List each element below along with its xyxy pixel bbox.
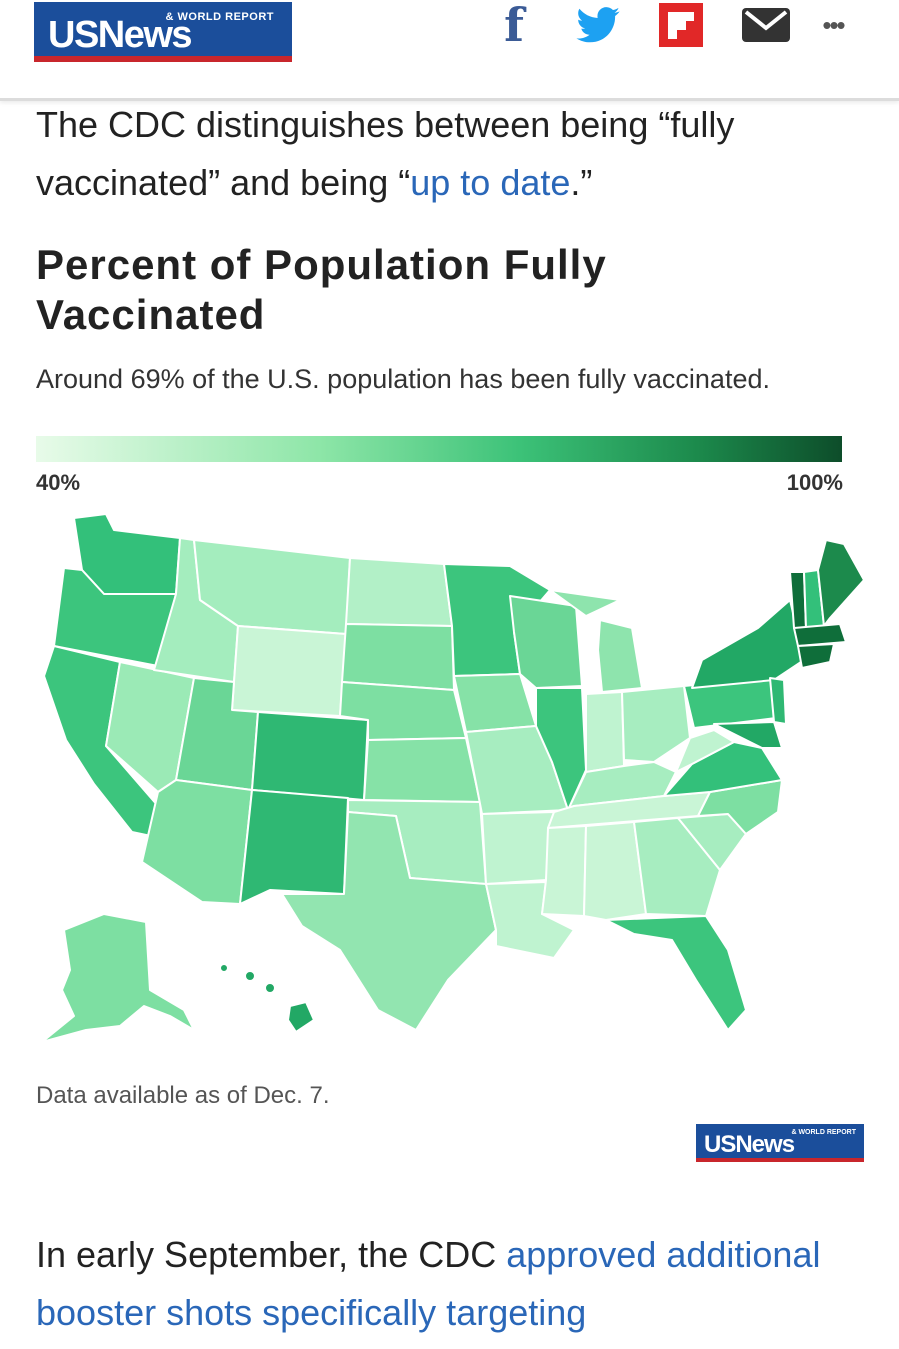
state-new-york[interactable] (691, 599, 805, 689)
us-vaccination-map (41, 513, 865, 1043)
outro-paragraph: In early September, the CDC approved add… (36, 1226, 876, 1342)
flipboard-icon[interactable] (659, 0, 703, 50)
intro-paragraph: The CDC distinguishes between being “ful… (36, 96, 866, 212)
intro-text-end: .” (570, 162, 593, 203)
chart-subtitle: Around 69% of the U.S. population has be… (36, 364, 770, 394)
state-arizona[interactable] (141, 779, 253, 905)
facebook-icon[interactable]: f (504, 0, 524, 52)
booster-shots-link[interactable]: approved additional booster shots specif… (36, 1234, 821, 1333)
color-legend-bar (36, 436, 842, 462)
state-new-jersey[interactable] (769, 677, 787, 725)
state-alabama[interactable] (583, 821, 647, 921)
state-alaska[interactable] (41, 913, 195, 1043)
state-iowa[interactable] (453, 673, 537, 733)
state-west-virginia[interactable] (675, 729, 735, 773)
logo-subtitle: & WORLD REPORT (165, 11, 274, 23)
state-connecticut[interactable] (797, 643, 835, 669)
outro-text: In early September, the CDC (36, 1234, 507, 1275)
state-colorado[interactable] (251, 711, 369, 801)
state-south-dakota[interactable] (341, 623, 455, 691)
more-icon[interactable]: ••• (822, 9, 845, 40)
data-source-note: Data available as of Dec. 7. (36, 1082, 330, 1109)
state-hawaii[interactable] (219, 963, 315, 1033)
state-ohio[interactable] (621, 685, 691, 763)
state-new-mexico[interactable] (239, 789, 349, 905)
footer-logo-red-bar (696, 1158, 864, 1162)
state-wyoming[interactable] (231, 625, 347, 717)
state-florida[interactable] (605, 915, 747, 1031)
mail-icon[interactable] (739, 0, 793, 50)
up-to-date-link[interactable]: up to date (410, 162, 571, 203)
twitter-icon[interactable] (574, 0, 622, 50)
site-header: & WORLD REPORT USNews f ••• (0, 0, 899, 101)
usnews-logo[interactable]: & WORLD REPORT USNews (34, 2, 292, 64)
usnews-footer-logo: & WORLD REPORT USNews (696, 1124, 864, 1164)
legend-max-label: 100% (786, 470, 843, 495)
legend-min-label: 40% (36, 470, 81, 495)
logo-background (34, 2, 292, 56)
footer-logo-wordmark: USNews (704, 1131, 795, 1158)
state-georgia[interactable] (633, 817, 721, 917)
logo-red-bar (34, 56, 292, 62)
state-indiana[interactable] (585, 691, 625, 773)
state-texas[interactable] (281, 811, 497, 1031)
state-north-dakota[interactable] (345, 557, 453, 627)
state-wisconsin[interactable] (509, 595, 583, 689)
state-michigan[interactable] (549, 589, 643, 693)
state-kansas[interactable] (363, 737, 481, 803)
chart-title: Percent of Population Fully Vaccinated (36, 241, 607, 338)
intro-text: The CDC distinguishes between being “ful… (36, 104, 735, 203)
state-arkansas[interactable] (481, 811, 555, 885)
state-maryland[interactable] (713, 721, 783, 749)
footer-logo-subtitle: & WORLD REPORT (791, 1129, 856, 1136)
logo-wordmark: USNews (48, 14, 193, 56)
footer-logo-background (696, 1124, 864, 1158)
state-maine[interactable] (817, 539, 865, 627)
state-massachusetts[interactable] (793, 623, 847, 647)
state-mississippi[interactable] (541, 825, 587, 917)
